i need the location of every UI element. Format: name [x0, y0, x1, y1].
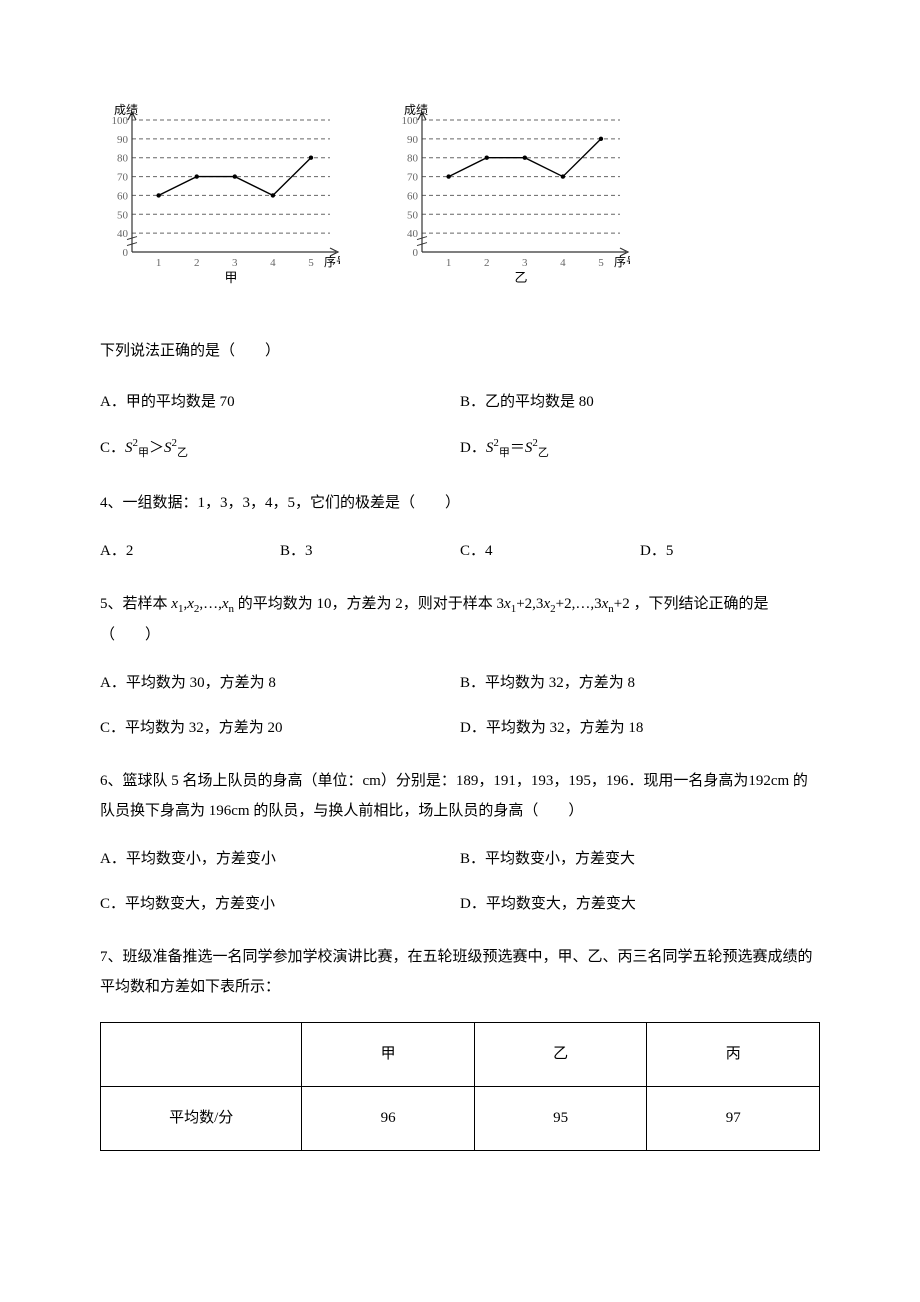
q3-stem: 下列说法正确的是（ ） [100, 338, 820, 365]
q6-option-c: C．平均数变大，方差变小 [100, 891, 460, 918]
q5-options-row2: C．平均数为 32，方差为 20 D．平均数为 32，方差为 18 [100, 715, 820, 742]
q5-option-c: C．平均数为 32，方差为 20 [100, 715, 460, 742]
q3-option-c: C．S2甲＞S2乙 [100, 434, 460, 464]
q3-options-row1: A．甲的平均数是 70 B．乙的平均数是 80 [100, 389, 820, 416]
q4-stem: 4、一组数据：1，3，3，4，5，它们的极差是（ ） [100, 488, 820, 518]
q6-options-row2: C．平均数变大，方差变小 D．平均数变大，方差变大 [100, 891, 820, 918]
q4-options: A．2 B．3 C．4 D．5 [100, 538, 820, 565]
svg-text:60: 60 [407, 190, 419, 202]
svg-text:成绩: 成绩 [114, 103, 138, 117]
svg-text:80: 80 [117, 153, 129, 165]
q5-options-row1: A．平均数为 30，方差为 8 B．平均数为 32，方差为 8 [100, 670, 820, 697]
svg-text:70: 70 [117, 172, 129, 184]
svg-text:5: 5 [598, 257, 604, 269]
svg-text:序号: 序号 [614, 254, 630, 269]
q5-option-d: D．平均数为 32，方差为 18 [460, 715, 820, 742]
q3-option-b: B．乙的平均数是 80 [460, 389, 820, 416]
q6-option-d: D．平均数变大，方差变大 [460, 891, 820, 918]
chart-jia: 040506070809010012345成绩序号甲 [100, 100, 340, 298]
q6-option-a: A．平均数变小，方差变小 [100, 846, 460, 873]
table-header-3: 丙 [647, 1022, 820, 1086]
svg-text:80: 80 [407, 153, 419, 165]
table-row: 平均数/分 96 95 97 [101, 1086, 820, 1150]
svg-text:序号: 序号 [324, 254, 340, 269]
q4-option-a: A．2 [100, 538, 280, 565]
svg-text:90: 90 [117, 134, 129, 146]
q4-option-d: D．5 [640, 538, 820, 565]
q5-option-a: A．平均数为 30，方差为 8 [100, 670, 460, 697]
svg-text:40: 40 [117, 228, 129, 240]
svg-text:50: 50 [407, 209, 419, 221]
svg-text:成绩: 成绩 [404, 103, 428, 117]
table-header-row: 甲 乙 丙 [101, 1022, 820, 1086]
svg-text:1: 1 [446, 257, 452, 269]
table-header-2: 乙 [474, 1022, 647, 1086]
svg-text:1: 1 [156, 257, 162, 269]
svg-text:甲: 甲 [224, 270, 237, 285]
q6-option-b: B．平均数变小，方差变大 [460, 846, 820, 873]
svg-text:0: 0 [413, 247, 419, 259]
q4-option-b: B．3 [280, 538, 460, 565]
svg-text:4: 4 [560, 257, 566, 269]
svg-text:2: 2 [484, 257, 490, 269]
svg-text:4: 4 [270, 257, 276, 269]
svg-text:乙: 乙 [514, 270, 527, 285]
table-cell-0-0: 平均数/分 [101, 1086, 302, 1150]
table-header-0 [101, 1022, 302, 1086]
charts-row: 040506070809010012345成绩序号甲 0405060708090… [100, 100, 820, 298]
svg-text:90: 90 [407, 134, 419, 146]
svg-text:3: 3 [232, 257, 238, 269]
svg-text:3: 3 [522, 257, 528, 269]
chart-yi: 040506070809010012345成绩序号乙 [390, 100, 630, 298]
q6-stem: 6、篮球队 5 名场上队员的身高（单位：cm）分别是：189，191，193，1… [100, 766, 820, 826]
q5-option-b: B．平均数为 32，方差为 8 [460, 670, 820, 697]
q5-stem: 5、若样本 x1,x2,…,xn 的平均数为 10，方差为 2，则对于样本 3x… [100, 589, 820, 650]
table-cell-0-3: 97 [647, 1086, 820, 1150]
q7-stem: 7、班级准备推选一名同学参加学校演讲比赛，在五轮班级预选赛中，甲、乙、丙三名同学… [100, 942, 820, 1002]
table-cell-0-1: 96 [302, 1086, 475, 1150]
svg-text:70: 70 [407, 172, 419, 184]
svg-text:2: 2 [194, 257, 200, 269]
q3-option-d: D．S2甲＝S2乙 [460, 434, 820, 464]
q7-table: 甲 乙 丙 平均数/分 96 95 97 [100, 1022, 820, 1151]
svg-text:40: 40 [407, 228, 419, 240]
table-header-1: 甲 [302, 1022, 475, 1086]
svg-text:50: 50 [117, 209, 129, 221]
svg-text:5: 5 [308, 257, 314, 269]
q6-options-row1: A．平均数变小，方差变小 B．平均数变小，方差变大 [100, 846, 820, 873]
q3-option-a: A．甲的平均数是 70 [100, 389, 460, 416]
q4-option-c: C．4 [460, 538, 640, 565]
table-cell-0-2: 95 [474, 1086, 647, 1150]
svg-text:60: 60 [117, 190, 129, 202]
q3-options-row2: C．S2甲＞S2乙 D．S2甲＝S2乙 [100, 434, 820, 464]
svg-text:0: 0 [123, 247, 129, 259]
